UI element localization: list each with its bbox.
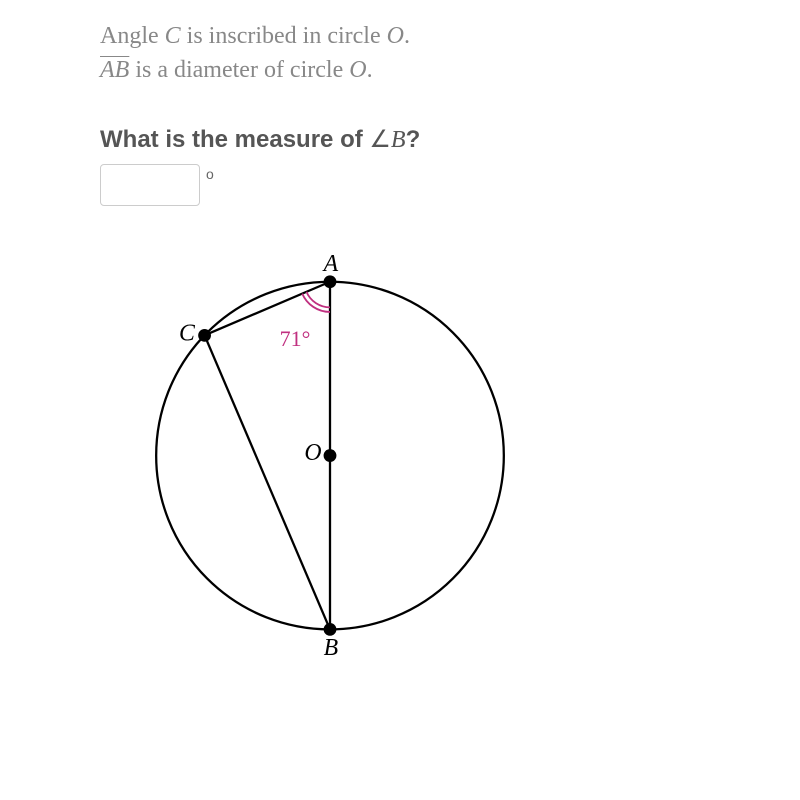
- var-c: C: [165, 23, 181, 49]
- text-fragment: .: [367, 57, 373, 83]
- question-suffix: ?: [406, 126, 421, 153]
- geometry-figure: 71° A B O C: [100, 236, 560, 696]
- answer-row: o: [100, 164, 740, 206]
- question-angle-var: B: [391, 127, 406, 153]
- text-fragment: .: [404, 23, 410, 49]
- answer-input[interactable]: [100, 164, 200, 206]
- question-prefix: What is the measure of: [100, 126, 369, 153]
- text-fragment: Angle: [100, 23, 165, 49]
- segment-ab: AB: [100, 57, 129, 83]
- svg-text:71°: 71°: [280, 326, 311, 351]
- text-fragment: is a diameter of circle: [129, 57, 349, 83]
- var-o2: O: [349, 57, 366, 83]
- text-fragment: is inscribed in circle: [181, 23, 387, 49]
- svg-text:A: A: [322, 251, 339, 277]
- svg-text:O: O: [304, 440, 321, 466]
- svg-text:C: C: [179, 320, 196, 346]
- figure-svg: 71° A B O C: [100, 236, 560, 666]
- question-text: What is the measure of ∠B?: [100, 125, 740, 154]
- svg-text:B: B: [324, 635, 339, 661]
- problem-statement: Angle C is inscribed in circle O. AB is …: [100, 20, 740, 87]
- degree-unit: o: [206, 166, 214, 182]
- var-o: O: [387, 23, 404, 49]
